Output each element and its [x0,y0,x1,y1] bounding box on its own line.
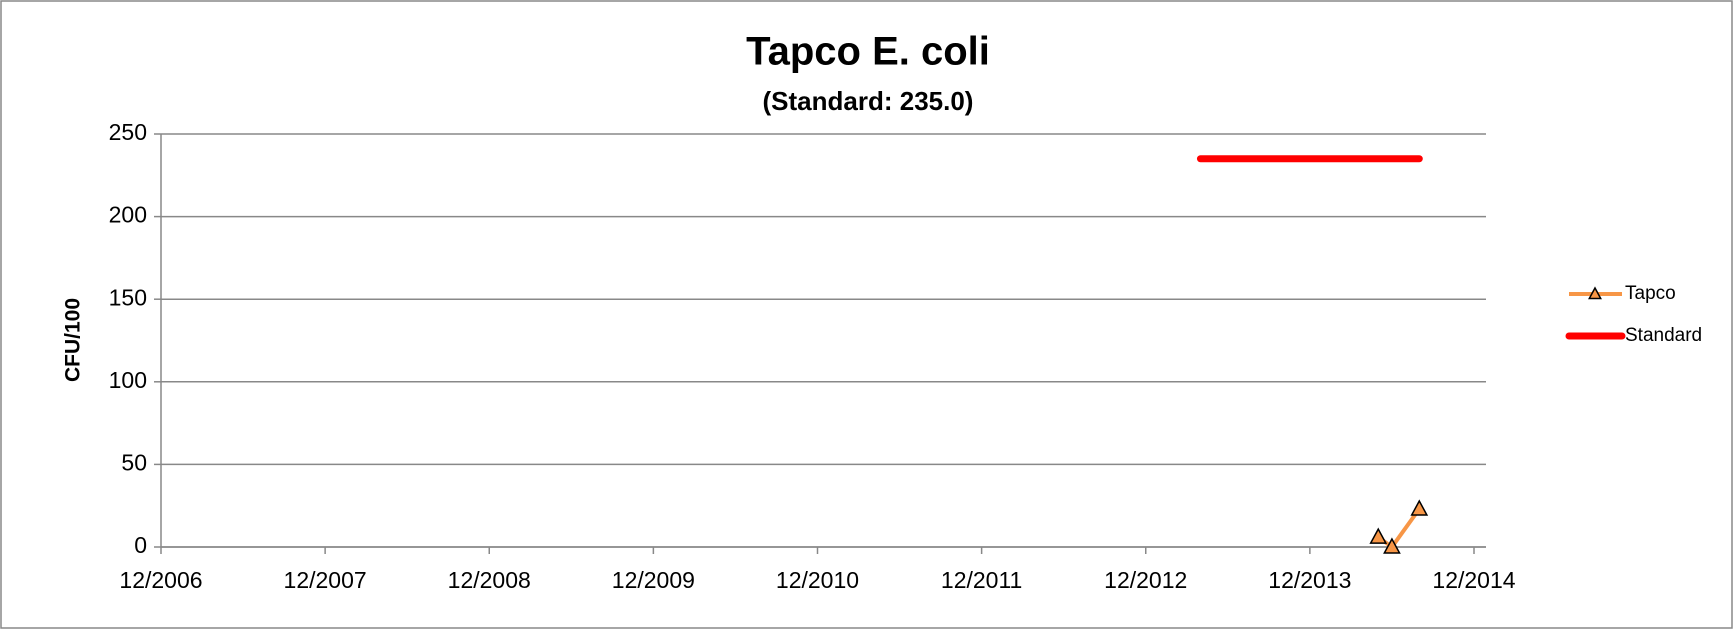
x-tick-label: 12/2008 [448,567,531,593]
x-tick-label: 12/2013 [1268,567,1351,593]
x-tick-label: 12/2014 [1432,567,1515,593]
chart-title: Tapco E. coli [746,30,990,74]
y-tick-label: 250 [109,119,147,145]
data-point [1369,527,1388,544]
chart-subtitle: (Standard: 235.0) [763,86,974,116]
legend-marker [1588,286,1602,300]
legend-label: Tapco [1625,283,1676,304]
x-tick-label: 12/2010 [776,567,859,593]
y-tick-label: 200 [109,202,147,228]
y-tick-label: 50 [121,449,147,475]
y-axis-label: CFU/100 [62,298,85,382]
data-point [1383,537,1401,554]
x-tick-label: 12/2012 [1104,567,1187,593]
data-point [1410,499,1429,516]
y-tick-label: 0 [134,532,147,558]
x-tick-label: 12/2009 [612,567,695,593]
x-tick-label: 12/2011 [941,567,1022,593]
x-tick-label: 12/2007 [284,567,367,593]
x-tick-label: 12/2006 [119,567,202,593]
y-tick-label: 150 [109,284,147,310]
y-tick-label: 100 [109,367,147,393]
legend-label: Standard [1625,325,1702,346]
